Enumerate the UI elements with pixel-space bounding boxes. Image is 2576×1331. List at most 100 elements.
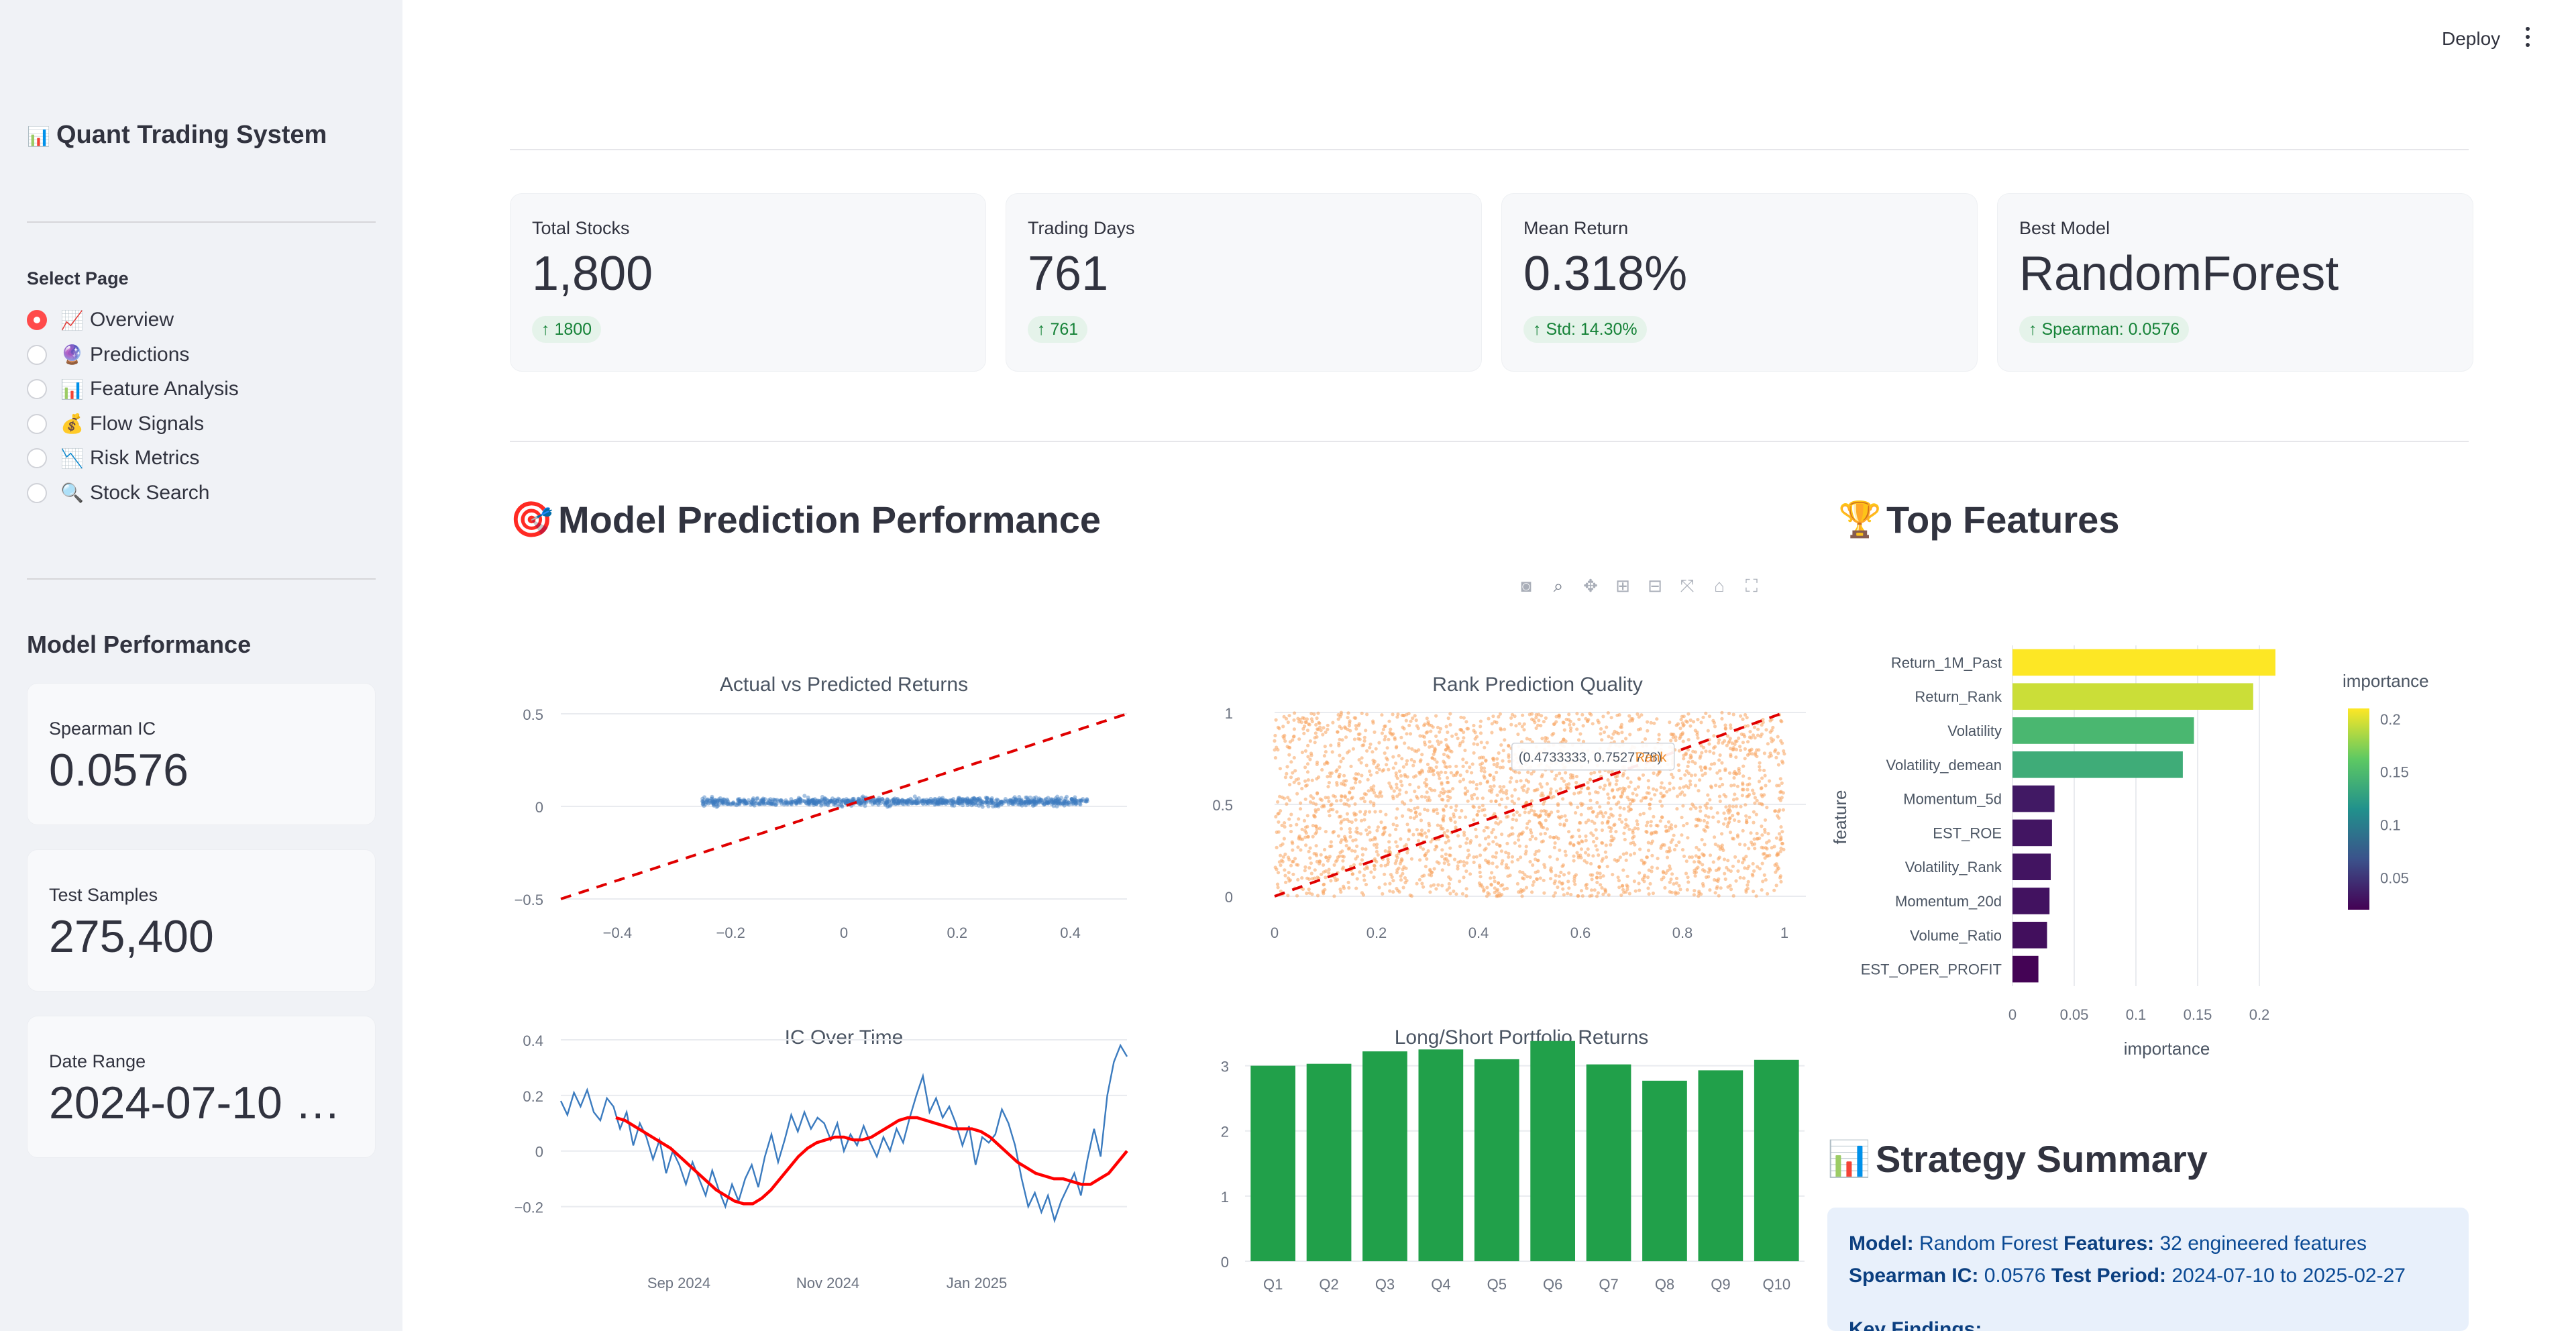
data-point <box>1600 841 1604 845</box>
home-icon[interactable]: ⌂ <box>1714 576 1725 596</box>
data-point <box>769 800 774 804</box>
zoom-icon[interactable]: ⌕ <box>1553 576 1564 596</box>
autoscale-icon[interactable]: ⤧ <box>1680 576 1695 596</box>
data-point <box>1401 886 1405 890</box>
data-point <box>1509 716 1513 720</box>
data-point <box>1739 748 1743 752</box>
metric-delta: ↑ Spearman: 0.0576 <box>2019 316 2190 343</box>
data-point <box>930 800 935 805</box>
radio-button[interactable] <box>27 379 47 399</box>
data-point <box>1332 894 1336 898</box>
data-point <box>807 800 812 805</box>
data-point <box>1720 843 1724 847</box>
data-point <box>1012 799 1016 804</box>
data-point <box>972 797 977 802</box>
data-point <box>1572 843 1576 847</box>
data-point <box>1492 784 1496 788</box>
data-point <box>1055 798 1059 802</box>
data-point <box>843 800 848 805</box>
data-point <box>1727 711 1731 716</box>
data-point <box>1380 731 1384 735</box>
data-point <box>1743 712 1748 717</box>
pan-icon[interactable]: ✥ <box>1583 576 1598 596</box>
main-menu-icon[interactable] <box>2524 27 2532 50</box>
data-point <box>888 804 892 808</box>
data-point <box>1680 815 1684 820</box>
data-point <box>1030 800 1035 804</box>
data-point <box>1016 800 1020 805</box>
data-point <box>1339 712 1343 716</box>
data-point <box>1472 751 1476 755</box>
data-point <box>1008 798 1013 802</box>
page-option-feature-analysis[interactable]: 📊 Feature Analysis <box>27 372 239 406</box>
y-tick-label: 0 <box>1225 889 1233 906</box>
data-point <box>1658 799 1662 803</box>
data-point <box>1679 733 1683 737</box>
data-point <box>1752 725 1757 729</box>
data-point <box>1539 823 1543 827</box>
data-point <box>1391 822 1395 827</box>
data-point <box>1694 806 1698 810</box>
data-point <box>1621 888 1625 892</box>
data-point <box>1051 801 1056 805</box>
data-point <box>897 800 902 804</box>
data-point <box>1507 743 1511 747</box>
data-point <box>1006 800 1011 804</box>
data-point <box>926 802 931 806</box>
data-point <box>1446 754 1450 758</box>
radio-button[interactable] <box>27 482 47 503</box>
data-point <box>1733 818 1737 822</box>
data-point <box>1619 893 1623 897</box>
data-point <box>1422 735 1426 739</box>
data-point <box>1311 801 1316 805</box>
zoom-out-icon[interactable]: ⊟ <box>1648 576 1662 596</box>
data-point <box>1780 841 1784 846</box>
data-point <box>1461 764 1465 768</box>
data-point <box>1314 824 1318 829</box>
data-point <box>1342 774 1346 778</box>
data-point <box>1545 827 1549 831</box>
data-point <box>953 800 957 804</box>
data-point <box>1281 855 1285 859</box>
data-point <box>1436 883 1440 887</box>
radio-button[interactable] <box>27 448 47 468</box>
radio-button[interactable] <box>27 310 47 330</box>
data-point <box>1601 821 1605 825</box>
data-point <box>1726 808 1730 812</box>
page-option-risk-metrics[interactable]: 📉 Risk Metrics <box>27 441 199 475</box>
page-option-overview[interactable]: 📈 Overview <box>27 303 174 337</box>
data-point <box>1377 741 1381 745</box>
data-point <box>1728 816 1732 820</box>
data-point <box>1314 723 1318 727</box>
data-point <box>1376 853 1380 857</box>
data-point <box>1015 798 1020 802</box>
deploy-button[interactable]: Deploy <box>2442 28 2501 49</box>
page-option-stock-search[interactable]: 🔍 Stock Search <box>27 476 209 510</box>
data-point <box>1618 855 1622 859</box>
zoom-in-icon[interactable]: ⊞ <box>1615 576 1630 596</box>
data-point <box>1558 880 1562 884</box>
data-point <box>1433 847 1437 851</box>
page-option-predictions[interactable]: 🔮 Predictions <box>27 338 189 372</box>
data-point <box>1433 788 1437 792</box>
data-point <box>1689 755 1693 759</box>
page-option-flow-signals[interactable]: 💰 Flow Signals <box>27 407 204 441</box>
data-point <box>714 798 719 803</box>
data-point <box>1746 867 1750 871</box>
data-point <box>1351 747 1355 751</box>
data-point <box>877 799 881 804</box>
fullscreen-icon[interactable]: ⛶ <box>1745 576 1758 596</box>
data-point <box>1568 801 1572 805</box>
data-point <box>1296 845 1300 849</box>
data-point <box>1746 883 1750 887</box>
data-point <box>1581 724 1585 728</box>
data-point <box>1031 799 1036 803</box>
radio-button[interactable] <box>27 344 47 365</box>
data-point <box>1395 715 1399 719</box>
camera-icon[interactable]: ◙ <box>1521 576 1532 596</box>
data-point <box>1495 765 1499 769</box>
radio-button[interactable] <box>27 413 47 434</box>
data-point <box>1042 799 1047 804</box>
data-point <box>1083 799 1088 804</box>
